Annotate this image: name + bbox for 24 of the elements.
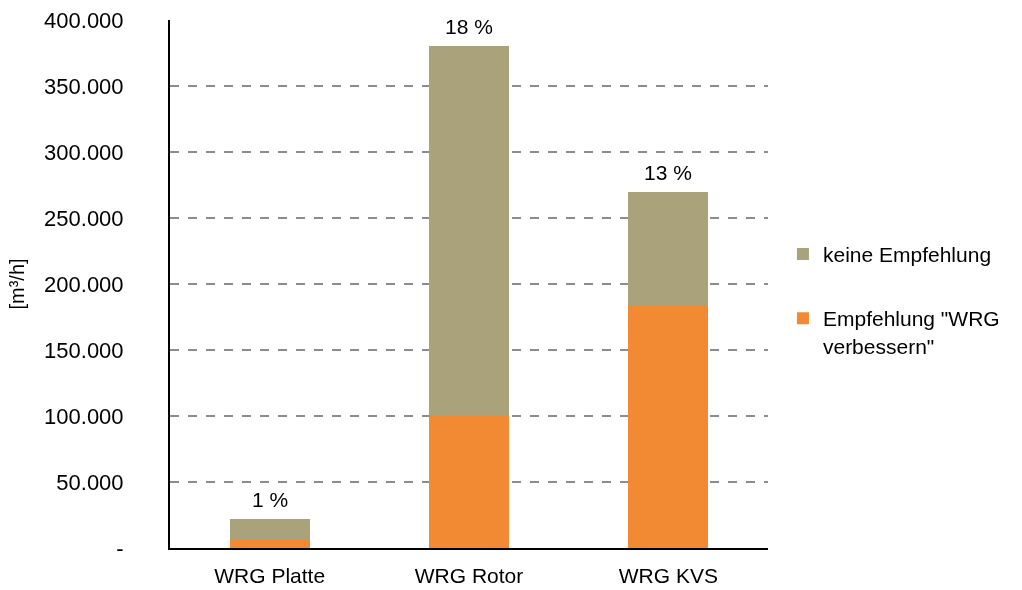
y-axis-title: [m³/h] (6, 258, 29, 310)
bar (229, 540, 310, 548)
x-tick-label: WRG Platte (214, 564, 326, 588)
y-tick-label: 100.000 (44, 403, 124, 429)
bar (429, 46, 509, 416)
y-tick-label: 250.000 (44, 205, 124, 231)
bar (628, 191, 709, 306)
legend-label: Empfehlung "WRG verbessern" (822, 307, 1000, 358)
y-tick-label: 400.000 (44, 7, 124, 33)
bar (229, 518, 310, 541)
bar (429, 416, 509, 548)
x-tick-label: WRG Rotor (414, 564, 524, 588)
y-tick-label: 200.000 (44, 271, 124, 297)
y-tick-label: 350.000 (44, 73, 124, 99)
legend-label: keine Empfehlung (822, 243, 992, 267)
annotation: 18 % (445, 15, 493, 38)
x-tick-label: WRG KVS (618, 564, 718, 588)
annotation: 1 % (252, 488, 289, 511)
y-tick-label: 50.000 (56, 469, 124, 495)
y-tick-label: - (116, 535, 124, 561)
y-tick-label: 300.000 (44, 139, 124, 165)
annotation: 13 % (644, 161, 692, 184)
y-tick-label: 150.000 (44, 337, 124, 363)
bar (628, 305, 709, 548)
